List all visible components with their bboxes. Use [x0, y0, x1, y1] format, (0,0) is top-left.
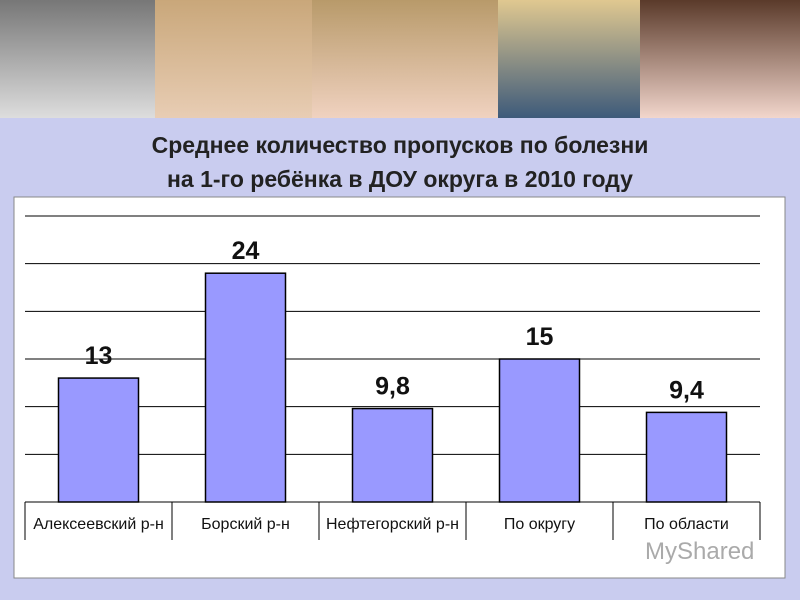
photo-strip	[0, 0, 800, 118]
value-label: 9,4	[669, 376, 704, 404]
x-tick-label: Борский р-н	[201, 516, 290, 533]
x-tick-label: Нефтегорский р-н	[326, 516, 459, 533]
bar	[351, 407, 434, 503]
photo	[498, 0, 640, 118]
photo	[155, 0, 312, 118]
x-tick-label: По области	[644, 516, 729, 533]
photo	[312, 0, 498, 118]
watermark: MyShared	[645, 538, 755, 565]
x-tick-label: Алексеевский р-н	[33, 516, 164, 533]
photo	[0, 0, 155, 118]
title-line: Среднее количество пропусков по болезни	[151, 132, 649, 158]
plot-area: 13 24 9,8 15 9,4	[24, 215, 761, 540]
bar	[645, 411, 728, 503]
value-label: 9,8	[375, 373, 410, 401]
value-label: 13	[85, 342, 113, 370]
title: Среднее количество пропусков по болезни …	[0, 128, 800, 196]
bar	[204, 272, 287, 503]
value-label: 15	[526, 323, 554, 351]
bar	[498, 358, 581, 503]
bar	[57, 377, 140, 503]
photo	[640, 0, 800, 118]
chart-frame	[13, 196, 786, 579]
title-line: на 1-го ребёнка в ДОУ округа в 2010 году	[167, 166, 633, 192]
value-label: 24	[232, 237, 260, 265]
x-tick-label: По округу	[503, 516, 576, 533]
